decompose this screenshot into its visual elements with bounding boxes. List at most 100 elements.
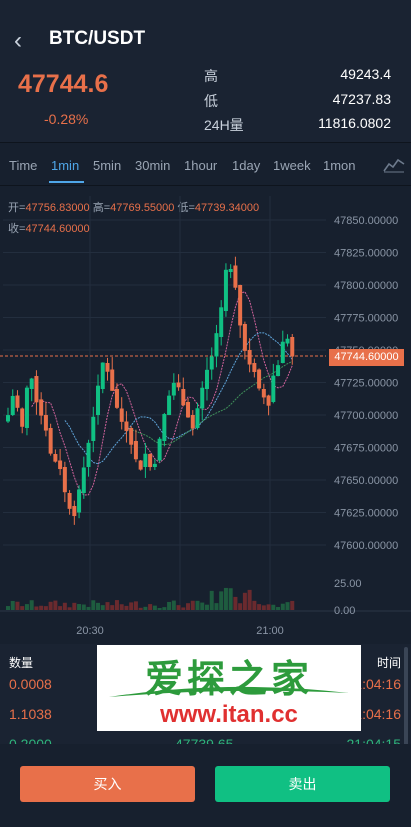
volume-bar — [242, 592, 247, 610]
candle-body — [285, 338, 290, 344]
y-tick-label: 47800.00000 — [334, 280, 398, 292]
candle-body — [171, 382, 176, 396]
candle-body — [53, 454, 58, 462]
volume-bar — [105, 602, 110, 610]
candle-body — [91, 416, 96, 441]
trades-header-qty: 数量 — [9, 656, 34, 670]
y-tick-label: 47625.00000 — [334, 508, 398, 520]
candle-body — [200, 387, 205, 409]
tab-1hour[interactable]: 1hour — [184, 158, 218, 173]
volume-bar — [290, 600, 295, 610]
candle-body — [252, 363, 257, 373]
candle-body — [162, 414, 167, 441]
candle-body — [81, 467, 86, 493]
volume-bar — [143, 606, 148, 610]
candlestick-chart[interactable]: 47850.00000 47825.00000 47800.00000 47775.0… — [0, 196, 411, 642]
candle-body — [86, 442, 91, 467]
candle-body — [190, 415, 195, 429]
x-tick-label: 20:30 — [76, 625, 104, 637]
volume-bar — [186, 603, 191, 610]
sell-button[interactable]: 卖出 — [215, 766, 390, 802]
back-icon[interactable]: ‹ — [14, 27, 22, 54]
volume-bar — [148, 604, 153, 610]
pair-title: BTC/USDT — [49, 28, 146, 49]
candle-body — [10, 395, 15, 415]
candle-body — [77, 489, 82, 513]
candle-body — [148, 454, 153, 468]
candle-body — [138, 460, 143, 470]
y-tick-label: 47850.00000 — [334, 215, 398, 227]
volume-bar — [271, 604, 276, 610]
watermark-swoosh — [109, 686, 349, 697]
volume-bar — [24, 604, 29, 610]
volume-bar — [62, 602, 67, 610]
tab-1min[interactable]: 1min — [51, 158, 80, 173]
volume-bar — [200, 602, 205, 610]
candle-body — [195, 408, 200, 428]
low-value: 47739.34000 — [194, 202, 260, 214]
candle-body — [242, 324, 247, 351]
candle-body — [105, 363, 110, 372]
chart-type-icon[interactable] — [383, 155, 405, 173]
buy-button[interactable]: 买入 — [20, 766, 195, 802]
ohlc-line-1: 开=47756.83000 高=47769.55000 低=47739.3400… — [8, 199, 259, 215]
close-label: 收= — [8, 223, 26, 235]
scrollbar[interactable] — [404, 647, 408, 762]
candle-body — [266, 395, 271, 406]
candle-body — [100, 362, 105, 389]
high-label: 高= — [92, 202, 111, 214]
volume-bar — [157, 607, 162, 610]
candle-body — [114, 389, 119, 408]
tab-5min[interactable]: 5min — [93, 158, 122, 173]
candle-body — [129, 428, 134, 445]
volume-bar — [133, 601, 138, 610]
volume-bar — [228, 588, 233, 610]
candle-body — [110, 369, 115, 391]
tab-1week[interactable]: 1week — [273, 158, 311, 173]
volume-bar — [48, 601, 53, 610]
volume-bar — [119, 604, 124, 610]
candle-body — [124, 421, 129, 431]
volume-bar — [176, 605, 181, 610]
candle-body — [48, 428, 53, 454]
tab-time[interactable]: Time — [9, 158, 38, 173]
open-label: 开= — [8, 202, 26, 214]
ohlc-line-2: 收=47744.60000 — [8, 220, 90, 236]
volume-bar — [91, 600, 96, 610]
candle-body — [290, 337, 295, 357]
volume-bar — [276, 606, 281, 610]
candle-body — [152, 463, 157, 467]
volume-bar — [171, 600, 176, 610]
ma-line-mid — [64, 332, 293, 465]
volume-bar — [6, 606, 10, 610]
volume-tick-label: 25.00 — [334, 578, 362, 590]
ma-line-short — [31, 291, 293, 496]
candle-body — [58, 460, 63, 470]
volume-bar — [285, 602, 290, 610]
trade-qty: 0.2000 — [9, 736, 52, 744]
stat-value-high: 49243.4 — [340, 66, 391, 82]
candle-body — [219, 307, 224, 337]
watermark-url: www.itan.cc — [160, 701, 298, 728]
tab-1day[interactable]: 1day — [232, 158, 261, 173]
tab-30min[interactable]: 30min — [135, 158, 171, 173]
candle-body — [176, 382, 181, 388]
active-tab-indicator — [49, 181, 84, 183]
volume-bar — [223, 587, 228, 610]
candle-body — [72, 506, 77, 517]
volume-bar — [257, 604, 262, 610]
volume-bar — [39, 605, 44, 610]
volume-bar — [214, 603, 219, 610]
candle-body — [280, 341, 285, 363]
watermark-logo: 爱探之家 www.itan.cc — [97, 645, 361, 731]
volume-bar — [138, 607, 143, 610]
candle-body — [261, 389, 266, 398]
volume-tick-label: 0.00 — [334, 605, 355, 617]
tab-1mon[interactable]: 1mon — [323, 158, 356, 173]
trade-row: 0.2000 47739.65 21:04:15 — [0, 736, 411, 744]
candle-body — [119, 408, 124, 422]
volume-bar — [81, 604, 86, 610]
candle-body — [133, 441, 138, 460]
candle-body — [34, 376, 39, 403]
candle-body — [62, 467, 67, 493]
